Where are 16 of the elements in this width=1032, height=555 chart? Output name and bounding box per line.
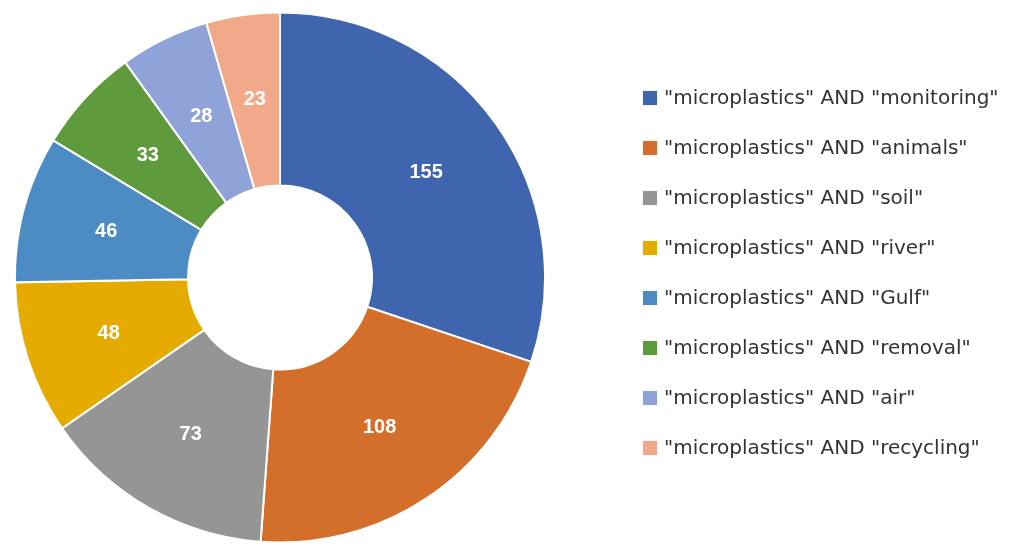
data-label: 33 [136, 143, 159, 166]
data-label: 28 [190, 103, 213, 126]
data-label: 108 [362, 415, 397, 438]
legend-label: "microplastics" AND "removal" [664, 335, 971, 359]
data-label: 23 [243, 87, 266, 110]
data-label: 155 [409, 160, 443, 183]
data-label: 48 [97, 320, 120, 343]
legend-label: "microplastics" AND "monitoring" [664, 85, 999, 109]
legend-label: "microplastics" AND "air" [664, 385, 916, 409]
legend-label: "microplastics" AND "Gulf" [664, 285, 931, 309]
data-label: 73 [179, 421, 202, 444]
data-label: 46 [95, 218, 118, 241]
legend-label: "microplastics" AND "soil" [664, 185, 924, 209]
legend-label: "microplastics" AND "animals" [664, 135, 968, 159]
legend-label: "microplastics" AND "river" [664, 235, 936, 259]
legend-label: "microplastics" AND "recycling" [664, 435, 980, 459]
